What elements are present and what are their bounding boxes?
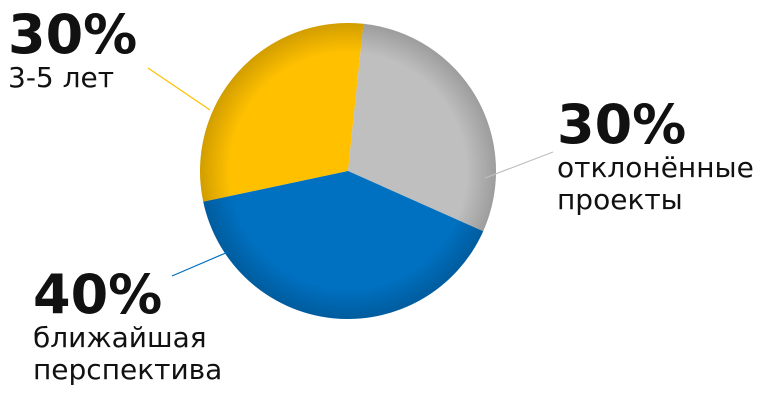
slice-label: 30% отклонённые проекты xyxy=(557,98,771,216)
slice-label: 40% ближайшая перспектива xyxy=(33,268,253,386)
value-label: 30% xyxy=(557,93,687,156)
leader-line xyxy=(147,67,211,111)
value-label: 30% xyxy=(8,3,138,66)
slice-label: 30% 3-5 лет xyxy=(8,8,208,94)
leader-line xyxy=(171,251,229,277)
category-label: отклонённые проекты xyxy=(557,151,754,217)
category-label: 3-5 лет xyxy=(8,61,115,94)
value-label: 40% xyxy=(33,263,163,326)
category-label: ближайшая перспектива xyxy=(33,321,223,387)
pie-shade xyxy=(200,23,496,319)
leader-line xyxy=(484,151,554,179)
